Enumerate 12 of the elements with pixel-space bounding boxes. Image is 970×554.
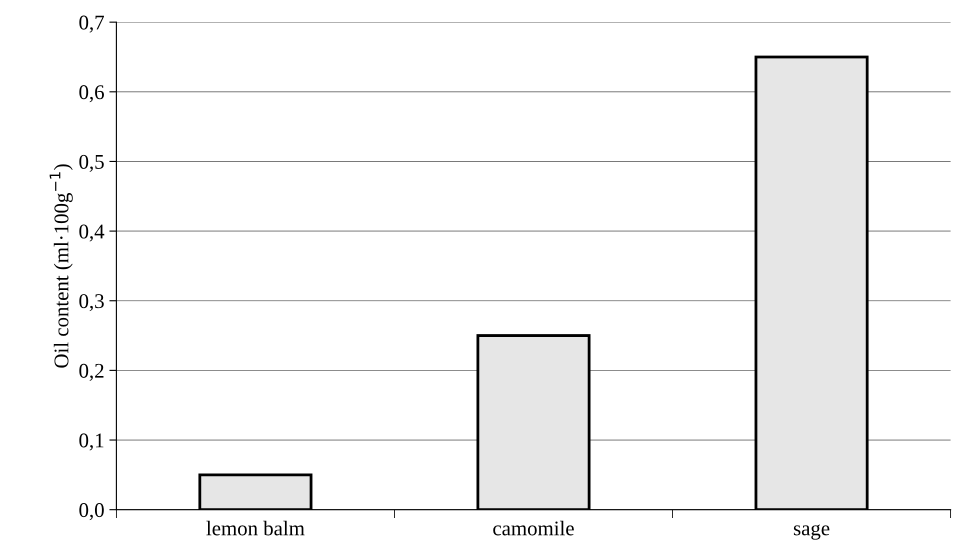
y-tick-label: 0,2: [79, 364, 104, 381]
y-tick-label: 0,4: [79, 224, 104, 242]
y-tick-label: 0,6: [79, 85, 104, 102]
y-tick-label: 0,5: [79, 154, 104, 172]
x-tick-label: sage: [794, 524, 830, 540]
y-tick-label: 0,0: [79, 503, 104, 520]
y-tick-label: 0,1: [79, 433, 104, 450]
y-tick-label: 0,7: [79, 16, 104, 33]
y-axis-title: Oil content (ml·100g$^{−1}$): [50, 164, 73, 368]
x-tick-label: lemon balm: [206, 520, 305, 536]
y-tick-label: 0,3: [79, 294, 104, 312]
x-tick-label: camomile: [493, 520, 574, 536]
